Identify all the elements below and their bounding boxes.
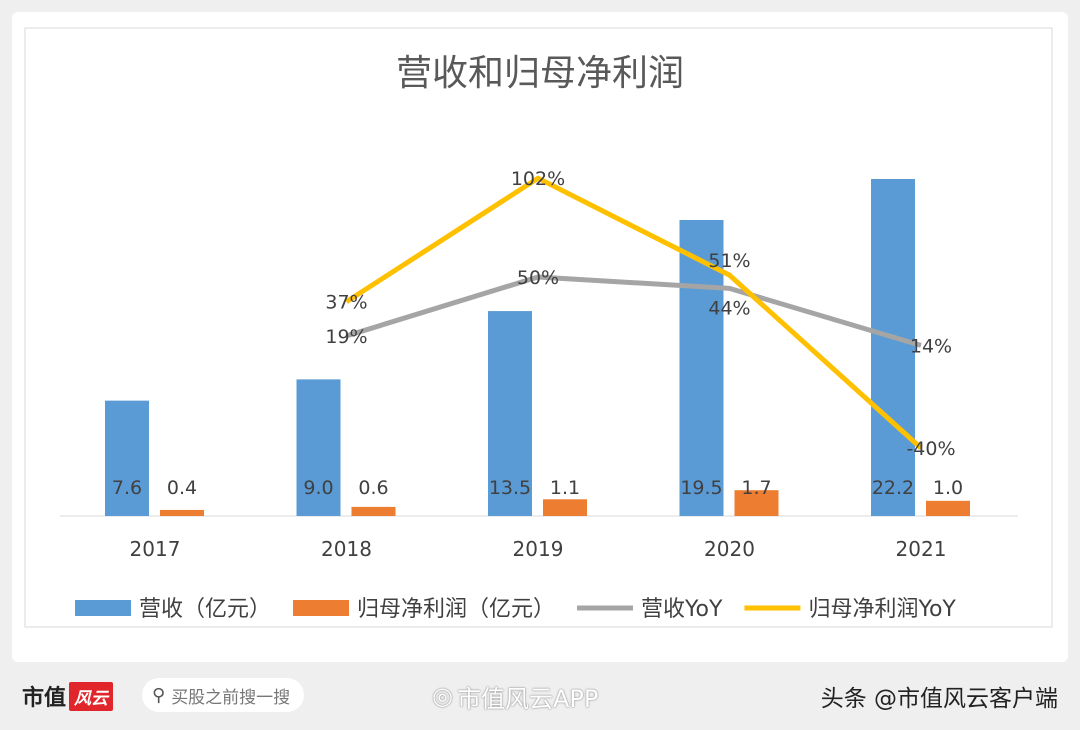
bar-net-profit (543, 499, 587, 516)
logo-mark: 风云 (69, 681, 114, 711)
x-tick-label: 2018 (321, 537, 372, 561)
bar-data-label: 7.6 (112, 477, 142, 499)
x-tick-label: 2021 (896, 537, 947, 561)
plot-border (24, 27, 1053, 628)
bar-net-profit (734, 490, 779, 516)
bar-revenue (871, 179, 915, 516)
line-data-label: 102% (511, 168, 565, 190)
brand-logo: 市值 风云 (22, 670, 114, 722)
line-data-label: 51% (708, 250, 750, 272)
bar-data-label: 1.1 (550, 477, 580, 499)
search-icon: ⚲ (152, 684, 166, 706)
weibo-text: 市值风云APP (456, 684, 599, 713)
bar-data-label: 13.5 (489, 477, 531, 499)
line-data-label: 37% (325, 292, 367, 314)
x-tick-label: 2017 (130, 537, 181, 561)
legend-label: 营收（亿元） (139, 597, 271, 622)
chart-card: 营收和归母净利润 2017 2018 2019 2020 2021 7.6 9.0 13.5 19… (12, 12, 1068, 662)
bar-data-label: 1.7 (741, 477, 771, 499)
weibo-watermark: ◎ 市值风云APP (432, 670, 598, 722)
line-data-label: 14% (910, 335, 952, 357)
line-net-profit-yoy (345, 175, 923, 450)
combo-chart: 营收和归母净利润 2017 2018 2019 2020 2021 7.6 9.0 13.5 19… (24, 27, 1053, 628)
chart-title: 营收和归母净利润 (396, 53, 684, 94)
line-data-label: 50% (517, 267, 559, 289)
bar-revenue (105, 400, 149, 516)
legend-label: 归母净利润（亿元） (357, 597, 555, 622)
x-tick-label: 2019 (513, 537, 564, 561)
weibo-icon: ◎ (432, 682, 453, 710)
legend-label: 归母净利润YoY (808, 597, 956, 622)
bar-data-label: 0.4 (167, 477, 197, 499)
legend-swatch (75, 600, 131, 616)
search-box[interactable]: ⚲ 买股之前搜一搜 (142, 678, 305, 712)
line-data-label: 19% (325, 326, 367, 348)
bar-data-label: 0.6 (358, 477, 388, 499)
bar-net-profit (351, 506, 396, 516)
bar-net-profit (160, 509, 204, 516)
bar-revenue (488, 311, 532, 516)
bar-revenue (296, 379, 341, 516)
logo-text: 市值 (22, 686, 67, 711)
line-revenue-yoy (345, 274, 922, 348)
bar-net-profit (926, 500, 970, 516)
bar-data-label: 1.0 (933, 477, 963, 499)
bar-data-label: 19.5 (680, 477, 722, 499)
toutiao-credit: 头条 @市值风云客户端 (820, 686, 1058, 712)
legend-swatch (293, 600, 350, 616)
line-data-label: 44% (708, 297, 750, 319)
bar-data-label: 22.2 (872, 477, 914, 499)
line-data-label: -40% (906, 438, 955, 460)
bar-data-label: 9.0 (303, 477, 333, 499)
x-tick-label: 2020 (704, 537, 755, 561)
search-placeholder: 买股之前搜一搜 (171, 687, 291, 708)
legend-label: 营收YoY (641, 597, 723, 622)
